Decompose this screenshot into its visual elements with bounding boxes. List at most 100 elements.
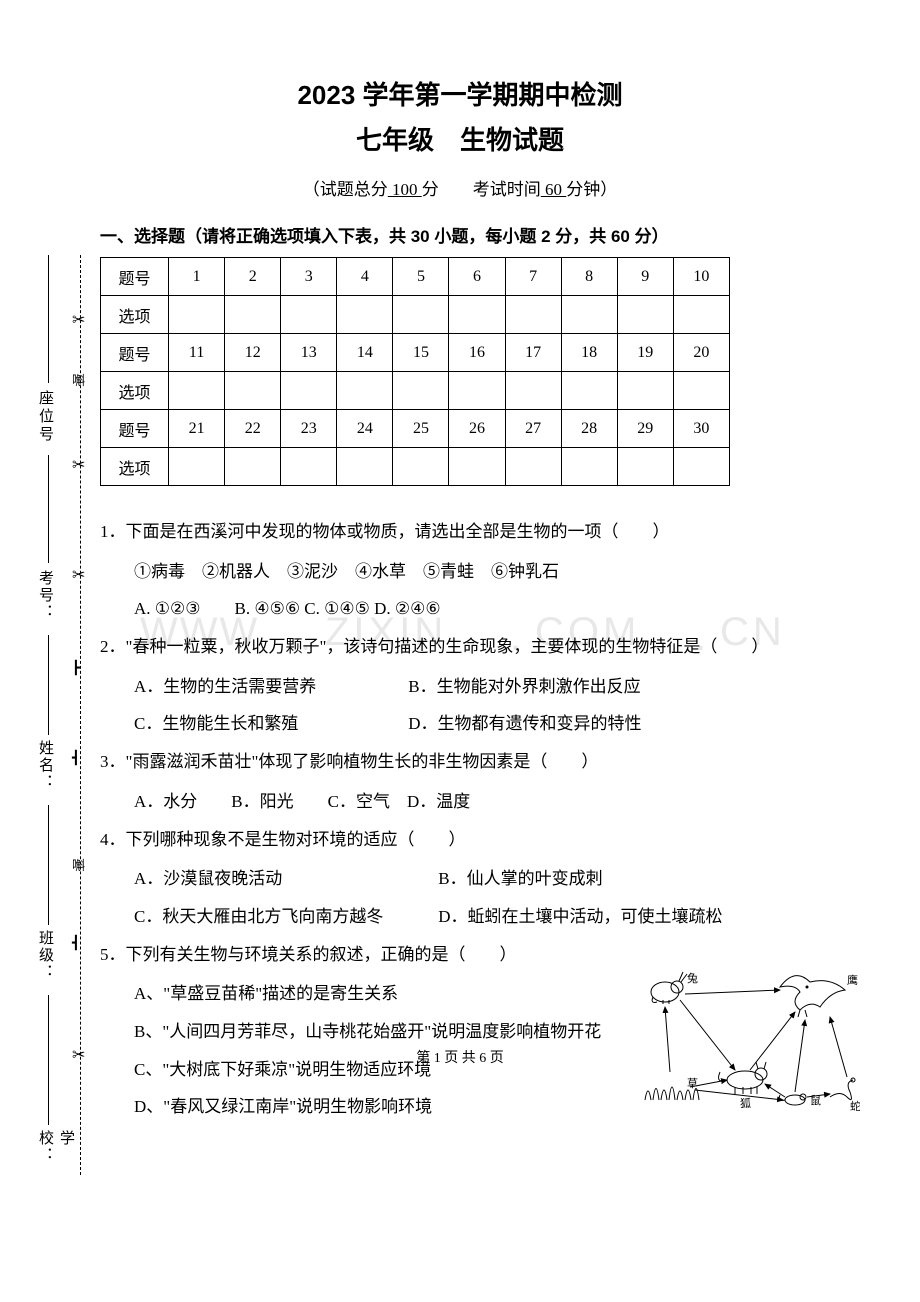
q-num: 10 <box>673 258 729 296</box>
row-label: 题号 <box>101 258 169 296</box>
line-icon: ┫ <box>72 935 80 951</box>
arrow <box>830 1017 847 1077</box>
q-num: 15 <box>393 334 449 372</box>
q4-optC: C．秋天大雁由北方飞向南方越冬 <box>134 899 434 935</box>
q5-optC: C、"大树底下好乘凉"说明生物适应环境 <box>100 1052 820 1088</box>
q2-optD: D．生物都有遗传和变异的特性 <box>408 706 641 742</box>
scissors-icon: ✂ <box>72 455 85 475</box>
answer-cell[interactable] <box>449 448 505 486</box>
total-score: 100 <box>388 180 422 199</box>
q-num: 12 <box>225 334 281 372</box>
answer-cell[interactable] <box>617 448 673 486</box>
answer-cell[interactable] <box>505 296 561 334</box>
exam-subtitle: （试题总分 100 分 考试时间 60 分钟） <box>100 175 820 200</box>
exam-title-1: 2023 学年第一学期期中检测 <box>100 75 820 112</box>
answer-cell[interactable] <box>281 372 337 410</box>
q4-stem: 4．下列哪种现象不是生物对环境的适应（ ） <box>100 822 820 858</box>
answer-cell[interactable] <box>281 448 337 486</box>
label-snake: 蛇 <box>850 1099 860 1112</box>
answer-table: 题号 1 2 3 4 5 6 7 8 9 10 选项 题号 11 12 13 <box>100 257 730 486</box>
q4-options-row2: C．秋天大雁由北方飞向南方越冬 D．蚯蚓在土壤中活动，可使土壤疏松 <box>100 899 820 935</box>
q-num: 27 <box>505 410 561 448</box>
q-num: 17 <box>505 334 561 372</box>
q-num: 16 <box>449 334 505 372</box>
answer-cell[interactable] <box>617 296 673 334</box>
label-hawk: 鹰 <box>847 973 858 987</box>
q5-optB: B、"人间四月芳菲尽，山寺桃花始盛开"说明温度影响植物开花 <box>100 1014 820 1050</box>
answer-cell[interactable] <box>337 372 393 410</box>
q2-options-row1: A．生物的生活需要营养 B．生物能对外界刺激作出反应 <box>100 669 820 705</box>
q2-stem: 2．"春种一粒粟，秋收万颗子"，该诗句描述的生命现象，主要体现的生物特征是（ ） <box>100 629 820 665</box>
answer-cell[interactable] <box>337 448 393 486</box>
exam-title-2: 七年级 生物试题 <box>100 120 820 157</box>
answer-cell[interactable] <box>561 296 617 334</box>
q-num: 6 <box>449 258 505 296</box>
side-seat-label: 座位号 <box>35 390 56 444</box>
answer-cell[interactable] <box>225 448 281 486</box>
row-label: 题号 <box>101 334 169 372</box>
q-num: 20 <box>673 334 729 372</box>
q-num: 26 <box>449 410 505 448</box>
answer-cell[interactable] <box>673 296 729 334</box>
q-num: 7 <box>505 258 561 296</box>
subtitle-prefix: （试题总分 <box>303 180 388 199</box>
answer-cell[interactable] <box>393 372 449 410</box>
section-1-header: 一、选择题（请将正确选项填入下表，共 30 小题，每小题 2 分，共 60 分） <box>100 222 820 247</box>
answer-cell[interactable] <box>673 448 729 486</box>
answer-cell[interactable] <box>561 448 617 486</box>
answer-cell[interactable] <box>505 448 561 486</box>
answer-cell[interactable] <box>225 372 281 410</box>
q1-options: A. ①②③ B. ④⑤⑥ C. ①④⑤ D. ②④⑥ <box>100 591 820 627</box>
line-icon: ┣ <box>72 660 80 676</box>
answer-cell[interactable] <box>169 372 225 410</box>
q2-options-row2: C．生物能生长和繁殖 D．生物都有遗传和变异的特性 <box>100 706 820 742</box>
answer-cell[interactable] <box>281 296 337 334</box>
answer-cell[interactable] <box>169 448 225 486</box>
q-num: 18 <box>561 334 617 372</box>
answer-cell[interactable] <box>337 296 393 334</box>
q1-items: ①病毒 ②机器人 ③泥沙 ④水草 ⑤青蛙 ⑥钟乳石 <box>100 554 820 590</box>
q4-optB: B．仙人掌的叶变成刺 <box>438 861 602 897</box>
answer-cell[interactable] <box>449 372 505 410</box>
q-num: 14 <box>337 334 393 372</box>
subtitle-mid: 分 考试时间 <box>422 180 541 199</box>
q-num: 21 <box>169 410 225 448</box>
q-num: 25 <box>393 410 449 448</box>
answer-cell[interactable] <box>225 296 281 334</box>
duration: 60 <box>541 180 567 199</box>
q5-optD: D、"春风又绿江南岸"说明生物影响环境 <box>100 1089 820 1125</box>
side-name-line <box>48 635 49 735</box>
row-label: 选项 <box>101 448 169 486</box>
q-num: 23 <box>281 410 337 448</box>
q2-optA: A．生物的生活需要营养 <box>134 669 404 705</box>
side-examno-line <box>48 455 49 563</box>
q-num: 4 <box>337 258 393 296</box>
q-num: 3 <box>281 258 337 296</box>
side-seat-line <box>48 255 49 383</box>
q-num: 9 <box>617 258 673 296</box>
q3-stem: 3．"雨露滋润禾苗壮"体现了影响植物生长的非生物因素是（ ） <box>100 744 820 780</box>
answer-cell[interactable] <box>449 296 505 334</box>
q5-stem: 5．下列有关生物与环境关系的叙述，正确的是（ ） <box>100 937 820 973</box>
side-name-label: 姓名： <box>35 740 56 791</box>
answer-cell[interactable] <box>169 296 225 334</box>
answer-cell[interactable] <box>617 372 673 410</box>
q5-optA: A、"草盛豆苗稀"描述的是寄生关系 <box>100 976 820 1012</box>
answer-cell[interactable] <box>393 296 449 334</box>
q-num: 5 <box>393 258 449 296</box>
answer-cell[interactable] <box>561 372 617 410</box>
q-num: 30 <box>673 410 729 448</box>
q4-options-row1: A．沙漠鼠夜晚活动 B．仙人掌的叶变成刺 <box>100 861 820 897</box>
q-num: 29 <box>617 410 673 448</box>
answer-cell[interactable] <box>673 372 729 410</box>
row-label: 选项 <box>101 296 169 334</box>
q-num: 24 <box>337 410 393 448</box>
answer-cell[interactable] <box>505 372 561 410</box>
q-num: 13 <box>281 334 337 372</box>
line-icon: ┫ <box>72 750 80 766</box>
q2-optB: B．生物能对外界刺激作出反应 <box>408 669 640 705</box>
dot-icon: 嘝 <box>72 370 85 389</box>
answer-cell[interactable] <box>393 448 449 486</box>
side-class-line <box>48 805 49 925</box>
q4-optD: D．蚯蚓在土壤中活动，可使土壤疏松 <box>438 899 722 935</box>
